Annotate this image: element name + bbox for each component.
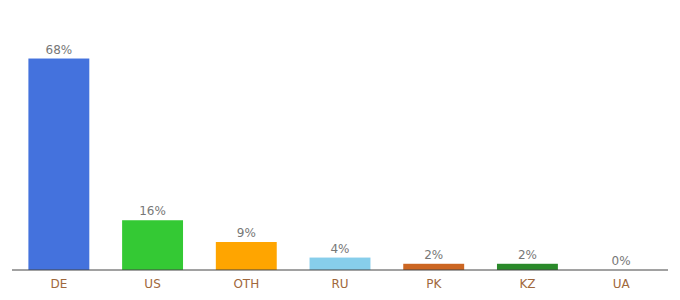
chart-container: DE US OTH RU PK KZ UA 68% 16% 9% 4% 2% 2% 0%	[0, 0, 680, 300]
data-label: 0%	[612, 254, 631, 268]
x-tick-label: RU	[331, 277, 348, 291]
x-tick-label: KZ	[519, 277, 535, 291]
x-axis	[12, 270, 668, 271]
data-label: 2%	[424, 248, 443, 262]
x-tick-label: OTH	[233, 277, 259, 291]
bar	[28, 59, 89, 270]
x-tick-label: DE	[50, 277, 67, 291]
data-label: 2%	[518, 248, 537, 262]
chart: DE US OTH RU PK KZ UA 68% 16% 9% 4% 2% 2% 0%	[0, 0, 680, 300]
bar	[122, 220, 183, 270]
data-label: 9%	[237, 226, 256, 240]
data-label: 16%	[139, 204, 166, 218]
bars	[28, 59, 557, 270]
bar	[310, 258, 371, 270]
x-tick-label: US	[144, 277, 160, 291]
x-tick-label: UA	[613, 277, 631, 291]
data-label: 4%	[330, 242, 349, 256]
data-label: 68%	[46, 43, 73, 57]
x-tick-label: PK	[426, 277, 442, 291]
bar	[216, 242, 277, 270]
bar	[497, 264, 558, 270]
bar	[403, 264, 464, 270]
